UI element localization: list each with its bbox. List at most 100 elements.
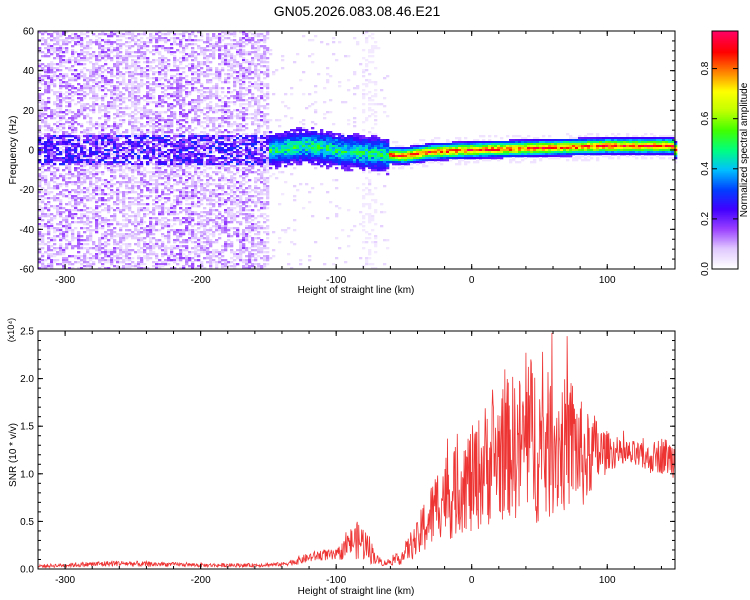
spectrogram-cell — [173, 213, 177, 216]
spectrogram-cell — [101, 127, 105, 130]
spectrogram-cell — [242, 71, 246, 74]
spectrogram-cell — [41, 55, 45, 58]
spectrogram-cell — [56, 159, 60, 162]
spectrogram-cell — [101, 115, 105, 118]
spectrogram-cell — [149, 131, 153, 134]
spectrogram-cell — [155, 145, 159, 148]
spectrogram-cell — [194, 39, 198, 42]
spectrogram-cell — [74, 117, 78, 120]
spectrogram-cell — [230, 219, 234, 222]
spectrogram-cell — [53, 249, 57, 252]
spectrogram-cell — [56, 141, 60, 144]
spectrogram-cell — [65, 131, 69, 134]
spectrogram-cell — [41, 241, 45, 244]
spectrogram-cell — [155, 101, 159, 104]
spectrogram-cell — [200, 67, 204, 70]
spectrogram-cell — [149, 41, 153, 44]
spectrogram-cell — [65, 231, 69, 234]
spectrogram-cell — [86, 247, 90, 250]
spectrogram-cell — [212, 233, 216, 236]
spectrogram-cell — [41, 223, 45, 226]
spectrogram-cell — [98, 109, 102, 112]
spectrogram-cell — [89, 57, 93, 60]
spectrogram-cell — [251, 47, 255, 50]
spectrogram-cell — [83, 51, 87, 54]
spectrogram-cell — [95, 205, 99, 208]
spectrogram-cell — [155, 217, 159, 220]
spectrogram-cell — [128, 67, 132, 70]
spectrogram-cell — [47, 265, 51, 268]
spectrogram-cell — [227, 209, 231, 212]
spectrogram-cell — [227, 75, 231, 78]
spectrogram-cell — [47, 47, 51, 50]
spectrogram-cell — [122, 43, 126, 46]
spectrogram-cell — [86, 227, 90, 230]
spectrogram-cell — [116, 73, 120, 76]
spectrogram-cell — [158, 155, 162, 158]
spectrogram-cell — [56, 157, 60, 160]
spectrogram-cell — [242, 171, 246, 174]
spectrogram-cell — [191, 73, 195, 76]
spectrogram-cell — [92, 195, 96, 198]
spectrogram-cell — [218, 117, 222, 120]
spectrogram-cell — [44, 215, 48, 218]
spectrogram-cell — [56, 227, 60, 230]
spectrogram-cell — [155, 121, 159, 124]
spectrogram-cell — [155, 197, 159, 200]
spectrogram-cell — [242, 31, 246, 34]
spectrogram-cell — [245, 123, 249, 126]
spectrogram-cell — [152, 243, 156, 246]
spectrogram-cell — [71, 195, 75, 198]
spectrogram-cell — [116, 89, 120, 92]
spectrogram-cell — [182, 35, 186, 38]
spectrogram-cell — [230, 67, 234, 70]
spectrogram-cell — [227, 211, 231, 214]
spectrogram-cell — [191, 99, 195, 102]
spectrogram-cell — [182, 191, 186, 194]
spectrogram-cell — [104, 149, 108, 152]
spectrogram-cell — [62, 73, 66, 76]
spectrogram-cell — [218, 151, 222, 154]
spectrogram-cell — [176, 245, 180, 248]
spectrogram-cell — [119, 165, 123, 168]
spectrogram-cell — [218, 171, 222, 174]
spectrogram-cell — [203, 241, 207, 244]
spectrogram-cell — [116, 95, 120, 98]
spectrogram-cell — [113, 47, 117, 50]
spectrogram-cell — [47, 133, 51, 136]
spectrogram-cell — [65, 83, 69, 86]
spectrogram-cell — [236, 129, 240, 132]
spectrogram-cell — [203, 87, 207, 90]
spectrogram-cell — [245, 127, 249, 130]
spectrogram-cell — [137, 193, 141, 196]
spectrogram-cell — [209, 79, 213, 82]
spectrogram-cell — [179, 233, 183, 236]
spectrogram-cell — [194, 173, 198, 176]
spectrogram-cell — [245, 89, 249, 92]
spectrogram-cell — [230, 189, 234, 192]
spectrogram-cell — [50, 139, 54, 142]
spectrogram-cell — [140, 179, 144, 182]
spectrogram-cell — [230, 95, 234, 98]
spectrogram-cell — [56, 137, 60, 140]
spectrogram-cell — [155, 37, 159, 40]
spectrogram-cell — [137, 89, 141, 92]
spectrogram-cell — [146, 117, 150, 120]
spectrogram-cell — [215, 267, 219, 270]
spectrogram-cell — [179, 51, 183, 54]
spectrogram-cell — [167, 109, 171, 112]
spectrogram-cell — [98, 171, 102, 174]
spectrogram-cell — [239, 97, 243, 100]
spectrogram-cell — [170, 219, 174, 222]
spectrogram-cell — [245, 87, 249, 90]
spectrogram-cell — [110, 179, 114, 182]
spectrogram-cell — [161, 99, 165, 102]
spectrogram-cell — [104, 59, 108, 62]
spectrogram-cell — [98, 261, 102, 264]
spectrogram-cell — [185, 245, 189, 248]
spectrogram-cell — [44, 259, 48, 262]
spectrogram-cell — [47, 77, 51, 80]
spectrogram-cell — [185, 157, 189, 160]
spectrogram-cell — [83, 83, 87, 86]
spectrogram-cell — [167, 65, 171, 68]
